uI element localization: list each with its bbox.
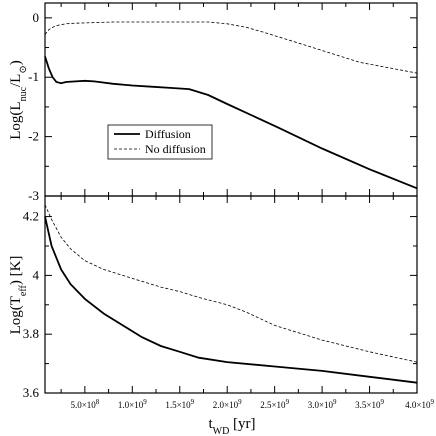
bottom-plot-frame	[44, 195, 418, 394]
x-tick-label: 5.0×108	[70, 398, 99, 410]
x-tick-label: 3.5×109	[355, 398, 384, 410]
bottom-y-tick-label: 4.2	[23, 209, 39, 224]
legend-diffusion-label: Diffusion	[145, 127, 191, 141]
x-tick-label: 2.5×109	[260, 398, 289, 410]
top-y-tick-label: -1	[28, 69, 39, 84]
top-y-tick-label: -3	[28, 188, 39, 203]
x-axis-label: tWD [yr]	[208, 416, 255, 436]
top-series-diffusion-line	[44, 56, 418, 190]
legend-no-diffusion-label: No diffusion	[145, 142, 206, 156]
legend: Diffusion No diffusion	[107, 124, 213, 160]
bottom-series-diffusion-line	[44, 216, 418, 384]
legend-box	[107, 124, 213, 160]
bottom-y-tick-label: 4	[33, 267, 40, 282]
top-y-tick-label: 0	[33, 10, 40, 25]
x-tick-label: 2.0×109	[213, 398, 242, 410]
bottom-series-no-diffusion-line	[44, 204, 418, 363]
top-series-layer	[44, 21, 418, 190]
top-y-tick-label: -2	[28, 129, 39, 144]
bottom-y-ticks: 3.6 3.8 4 4.2	[23, 196, 418, 400]
x-tick-label: 4.0×109	[405, 398, 434, 410]
bottom-y-tick-label: 3.8	[23, 326, 39, 341]
x-tick-label: 1.0×109	[118, 398, 147, 410]
bottom-y-axis-label: Log(Teff) [K]	[8, 256, 29, 335]
bottom-x-ticks: 5.0×108 1.0×109 1.5×109 2.0×109 2.5×109 3.0×1…	[70, 398, 434, 410]
panel-temperature: 3.6 3.8 4 4.2 5.0×108 1.0×109 1.5×109 2.0×109 2…	[8, 195, 435, 436]
bottom-series-layer	[44, 204, 418, 384]
bottom-y-tick-label: 3.6	[23, 385, 40, 400]
x-tick-label: 1.5×109	[165, 398, 194, 410]
x-tick-label: 3.0×109	[308, 398, 337, 410]
top-y-axis-label: Log(Lnuc/L⊙)	[8, 60, 29, 140]
